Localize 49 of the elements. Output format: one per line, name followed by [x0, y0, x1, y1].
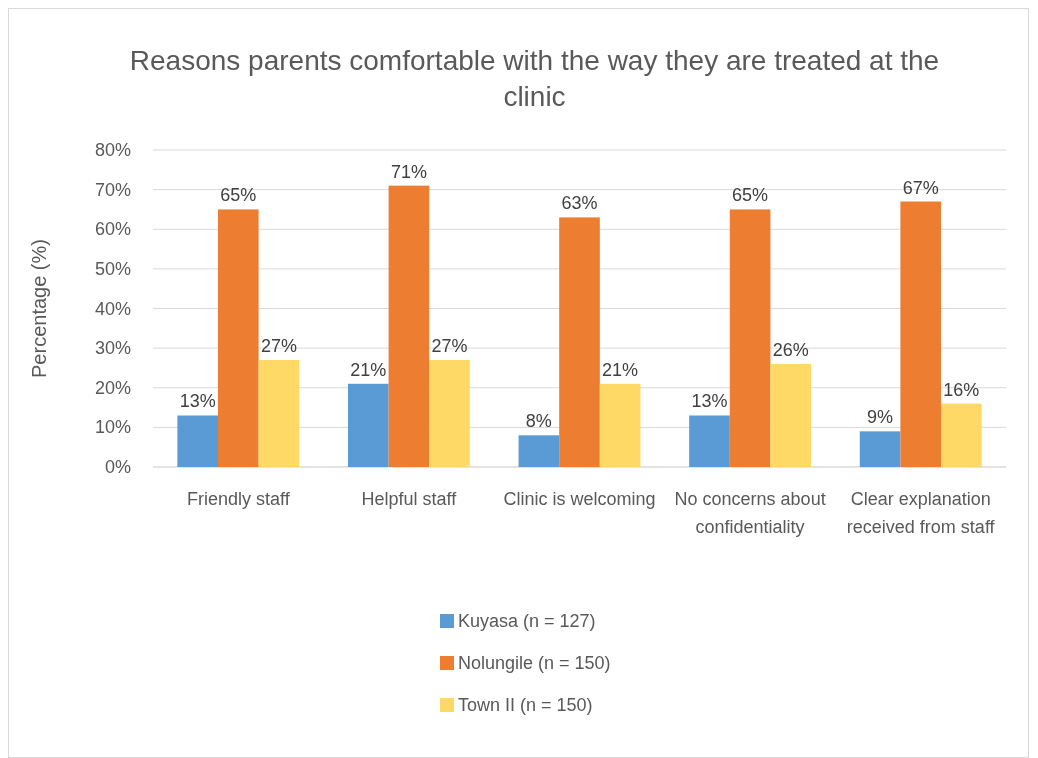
- bar: [177, 415, 218, 467]
- y-tick-label: 30%: [94, 338, 131, 359]
- y-tick-label: 50%: [94, 258, 131, 279]
- data-label: 65%: [220, 185, 257, 206]
- data-label: 27%: [431, 336, 468, 357]
- data-label: 27%: [260, 336, 297, 357]
- y-tick-label: 40%: [94, 298, 131, 319]
- x-tick-label: Friendly staff: [186, 489, 291, 509]
- data-label: 21%: [350, 359, 387, 380]
- data-label: 9%: [867, 407, 894, 428]
- legend-label: Town II (n = 150): [458, 695, 593, 715]
- bar: [770, 363, 812, 467]
- bar: [429, 360, 470, 467]
- data-label: 65%: [732, 185, 769, 206]
- bar: [941, 403, 982, 467]
- y-tick-label: 20%: [94, 377, 131, 398]
- bar: [388, 185, 430, 467]
- bar: [347, 383, 389, 467]
- data-label: 13%: [691, 391, 728, 412]
- y-tick-label: 0%: [104, 457, 131, 477]
- legend-label: Kuyasa (n = 127): [458, 611, 596, 631]
- x-tick-label: No concerns about confidentiality: [674, 489, 826, 537]
- y-axis-title: Percentage (%): [28, 239, 50, 378]
- y-tick-label: 10%: [94, 417, 131, 438]
- chart-title: Reasons parents comfortable with the way they are treated at the clinic: [129, 45, 940, 112]
- data-label: 13%: [179, 391, 216, 412]
- bar: [729, 209, 771, 467]
- bar: [258, 360, 300, 467]
- data-label: 63%: [561, 193, 598, 214]
- data-label: 67%: [902, 177, 939, 198]
- bar: [559, 217, 600, 467]
- data-label: 21%: [602, 359, 639, 380]
- bar: [689, 415, 730, 467]
- x-tick-label: Helpful staff: [361, 489, 458, 509]
- data-label: 16%: [943, 379, 980, 400]
- y-tick-label: 80%: [94, 140, 131, 160]
- bar: [599, 383, 641, 467]
- y-tick-label: 60%: [94, 219, 131, 240]
- data-label: 71%: [390, 161, 427, 182]
- bar: [900, 201, 942, 467]
- y-tick-label: 70%: [94, 179, 131, 200]
- bar: [217, 209, 259, 467]
- bar: [518, 435, 560, 467]
- bar: [859, 431, 901, 467]
- x-tick-label: Clinic is welcoming: [503, 489, 656, 509]
- data-label: 26%: [772, 339, 809, 360]
- data-label: 8%: [525, 411, 552, 432]
- x-tick-label: Clear explanation received from staff: [846, 489, 996, 537]
- legend-label: Nolungile (n = 150): [458, 653, 611, 673]
